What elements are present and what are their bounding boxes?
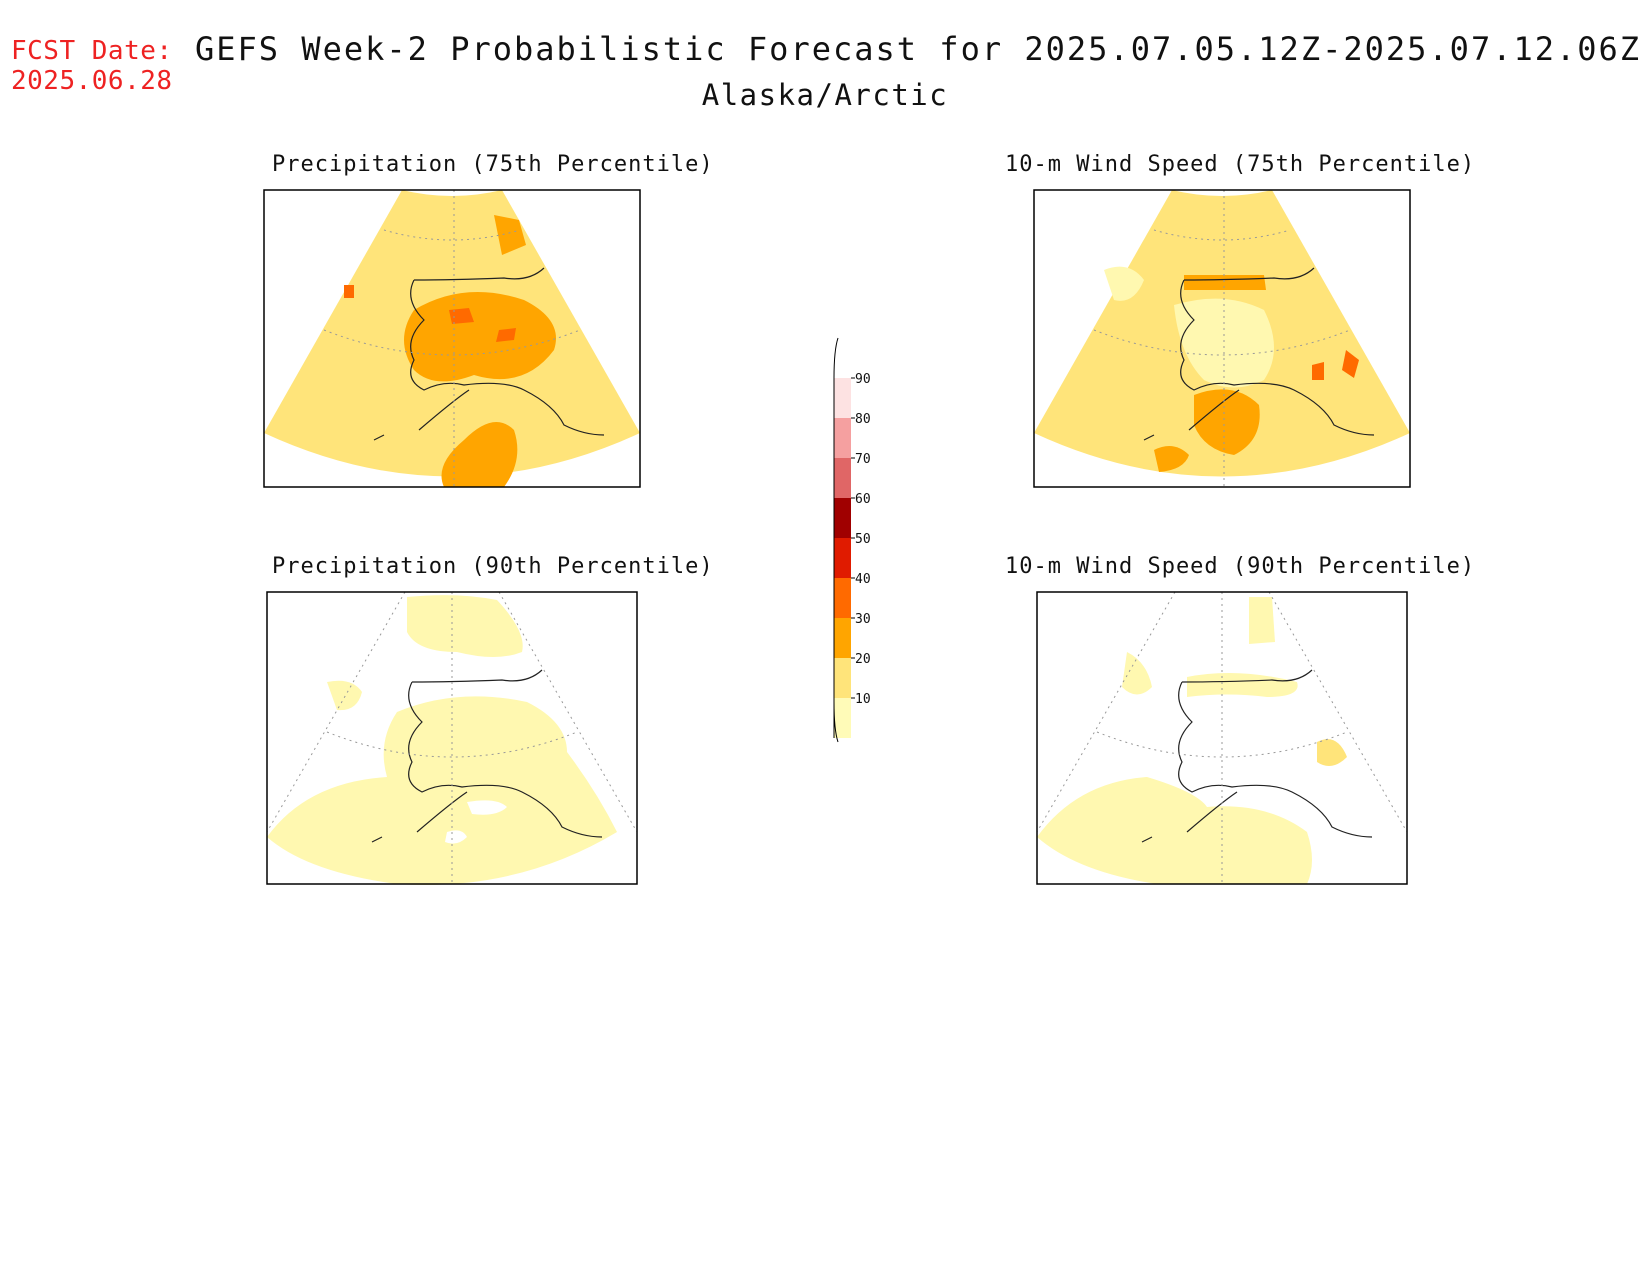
map-precip-90 <box>266 591 638 885</box>
colorbar-label: 80 <box>855 412 871 427</box>
colorbar-swatch <box>834 698 851 738</box>
precip-area <box>407 595 523 657</box>
wind-area <box>1317 739 1347 766</box>
wind-area <box>1037 777 1312 884</box>
panel-title-wind-90: 10-m Wind Speed (90th Percentile) <box>1005 554 1476 579</box>
wind-area <box>1194 389 1260 455</box>
colorbar-top-arrow <box>833 337 839 379</box>
wind-core <box>1312 362 1324 380</box>
graticule <box>323 190 581 487</box>
graticule <box>1036 591 1408 884</box>
colorbar-swatch <box>834 578 851 618</box>
colorbar-labels: 10 20 30 40 50 60 70 80 90 <box>851 372 871 707</box>
colorbar-label: 60 <box>855 492 871 507</box>
no-signal <box>467 800 507 815</box>
no-signal <box>445 830 467 844</box>
precip-area <box>327 680 362 711</box>
colorbar-label: 20 <box>855 652 871 667</box>
colorbar-label: 70 <box>855 452 871 467</box>
precip-core <box>344 285 354 298</box>
panel-title-precip-90: Precipitation (90th Percentile) <box>272 554 714 579</box>
map-precip-75 <box>263 189 641 488</box>
colorbar-swatch <box>834 378 851 418</box>
wind-area <box>1184 275 1266 290</box>
fcst-date: 2025.06.28 <box>11 66 173 96</box>
wind-area <box>1122 652 1152 695</box>
main-title: GEFS Week-2 Probabilistic Forecast for 2… <box>195 30 1642 68</box>
colorbar-label: 90 <box>855 372 871 387</box>
precip-area <box>267 696 617 885</box>
wind-lull <box>1174 298 1274 388</box>
precip-area <box>441 422 518 487</box>
colorbar-label: 40 <box>855 572 871 587</box>
colorbar-swatch <box>834 658 851 698</box>
colorbar-swatch <box>834 498 851 538</box>
panel-title-wind-75: 10-m Wind Speed (75th Percentile) <box>1005 152 1476 177</box>
fcst-label: FCST Date: <box>11 36 173 66</box>
forecast-date-label: FCST Date: 2025.06.28 <box>11 36 173 96</box>
panel-title-precip-75: Precipitation (75th Percentile) <box>272 152 714 177</box>
colorbar-bottom-arrow <box>833 701 839 743</box>
colorbar-label: 50 <box>855 532 871 547</box>
graticule <box>1093 190 1351 487</box>
wind-area <box>1249 597 1275 644</box>
colorbar-swatch <box>834 538 851 578</box>
coastline <box>1141 669 1373 843</box>
region-name: Alaska/Arctic <box>701 78 949 112</box>
graticule <box>266 591 638 884</box>
coastline <box>373 267 605 441</box>
map-wind-75 <box>1033 189 1411 488</box>
wind-core <box>1342 350 1359 378</box>
colorbar-label: 30 <box>855 612 871 627</box>
precip-area <box>494 215 526 255</box>
coastline <box>371 669 603 843</box>
colorbar-swatches <box>833 378 851 738</box>
precip-area <box>404 292 556 382</box>
wind-area <box>1187 673 1298 697</box>
precip-core <box>496 328 516 342</box>
wind-area <box>1154 446 1189 472</box>
colorbar-swatch <box>834 458 851 498</box>
colorbar-swatch <box>834 418 851 458</box>
map-wind-90 <box>1036 591 1408 885</box>
colorbar-label: 10 <box>855 692 871 707</box>
region-subtitle: Alaska/Arctic <box>0 78 1650 112</box>
colorbar: 10 20 30 40 50 60 70 80 90 <box>833 337 871 743</box>
colorbar-swatch <box>834 618 851 658</box>
precip-core <box>449 308 474 324</box>
coastline <box>1143 267 1375 441</box>
wind-lull <box>1104 266 1144 301</box>
